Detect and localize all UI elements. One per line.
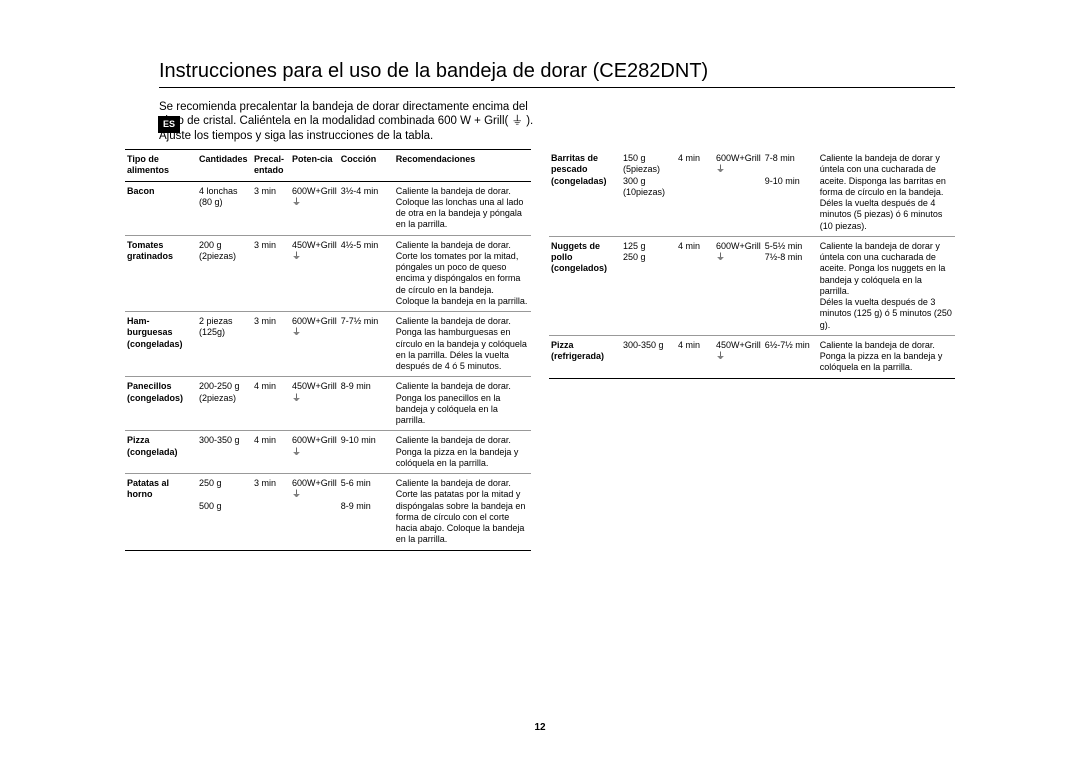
- cell-pow: 600W+Grill⏚: [290, 474, 339, 551]
- table-row: Pizza (refrigerada)300-350 g4 min450W+Gr…: [549, 335, 955, 378]
- language-tag: ES: [158, 116, 180, 133]
- cell-qty: 300-350 g: [621, 335, 676, 378]
- cell-food: Patatas al horno: [125, 474, 197, 551]
- cell-food: Panecillos (congelados): [125, 377, 197, 431]
- cell-food: Ham-burguesas (congeladas): [125, 312, 197, 377]
- cell-rec: Caliente la bandeja de dorar. Ponga las …: [394, 312, 531, 377]
- cell-pow: 600W+Grill⏚: [714, 149, 763, 236]
- cell-food: Nuggets de pollo (congelados): [549, 236, 621, 335]
- col-header-pre: Precal-entado: [252, 150, 290, 182]
- table-row: Tomates gratinados200 g (2piezas)3 min45…: [125, 235, 531, 312]
- cell-qty: 200 g (2piezas): [197, 235, 252, 312]
- cell-qty: 4 lonchas (80 g): [197, 181, 252, 235]
- instructions-table-right: Barritas de pescado (congeladas)150 g (5…: [549, 149, 955, 379]
- cell-pre: 4 min: [676, 149, 714, 236]
- cell-qty: 150 g (5piezas)300 g (10piezas): [621, 149, 676, 236]
- table-row: Panecillos (congelados)200-250 g (2pieza…: [125, 377, 531, 431]
- cell-cook: 5-6 min8-9 min: [339, 474, 394, 551]
- cell-qty: 250 g500 g: [197, 474, 252, 551]
- table-row: Bacon4 lonchas (80 g)3 min600W+Grill⏚3½-…: [125, 181, 531, 235]
- cell-rec: Caliente la bandeja de dorar. Corte los …: [394, 235, 531, 312]
- cell-cook: 5-5½ min7½-8 min: [763, 236, 818, 335]
- page-title: Instrucciones para el uso de la bandeja …: [159, 60, 955, 88]
- col-header-cook: Cocción: [339, 150, 394, 182]
- cell-food: Barritas de pescado (congeladas): [549, 149, 621, 236]
- table-row: Patatas al horno250 g500 g3 min600W+Gril…: [125, 474, 531, 551]
- cell-pre: 3 min: [252, 235, 290, 312]
- intro-text: Se recomienda precalentar la bandeja de …: [159, 100, 541, 143]
- cell-pow: 600W+Grill⏚: [290, 431, 339, 474]
- cell-pre: 4 min: [676, 335, 714, 378]
- cell-cook: 9-10 min: [339, 431, 394, 474]
- col-header-food: Tipo de alimentos: [125, 150, 197, 182]
- table-row: Barritas de pescado (congeladas)150 g (5…: [549, 149, 955, 236]
- cell-pow: 450W+Grill⏚: [714, 335, 763, 378]
- cell-cook: 8-9 min: [339, 377, 394, 431]
- cell-cook: 7-8 min9-10 min: [763, 149, 818, 236]
- cell-rec: Caliente la bandeja de dorar. Ponga los …: [394, 377, 531, 431]
- cell-pow: 450W+Grill⏚: [290, 377, 339, 431]
- cell-pre: 4 min: [676, 236, 714, 335]
- cell-pow: 600W+Grill⏚: [290, 312, 339, 377]
- cell-cook: 7-7½ min: [339, 312, 394, 377]
- cell-cook: 6½-7½ min: [763, 335, 818, 378]
- cell-food: Tomates gratinados: [125, 235, 197, 312]
- instructions-table-left: Tipo de alimentos Cantidades Precal-enta…: [125, 149, 531, 551]
- cell-cook: 4½-5 min: [339, 235, 394, 312]
- cell-qty: 200-250 g (2piezas): [197, 377, 252, 431]
- cell-rec: Caliente la bandeja de dorar. Ponga la p…: [394, 431, 531, 474]
- cell-pow: 450W+Grill⏚: [290, 235, 339, 312]
- cell-qty: 125 g250 g: [621, 236, 676, 335]
- cell-pre: 3 min: [252, 474, 290, 551]
- cell-qty: 2 piezas (125g): [197, 312, 252, 377]
- table-row: Pizza (congelada)300-350 g4 min600W+Gril…: [125, 431, 531, 474]
- cell-pow: 600W+Grill⏚: [290, 181, 339, 235]
- table-row: Ham-burguesas (congeladas)2 piezas (125g…: [125, 312, 531, 377]
- table-row: Nuggets de pollo (congelados)125 g250 g4…: [549, 236, 955, 335]
- cell-qty: 300-350 g: [197, 431, 252, 474]
- cell-rec: Caliente la bandeja de dorar. Coloque la…: [394, 181, 531, 235]
- cell-food: Pizza (congelada): [125, 431, 197, 474]
- cell-rec: Caliente la bandeja de dorar y úntela co…: [818, 236, 955, 335]
- col-header-qty: Cantidades: [197, 150, 252, 182]
- cell-food: Bacon: [125, 181, 197, 235]
- cell-pre: 4 min: [252, 431, 290, 474]
- cell-food: Pizza (refrigerada): [549, 335, 621, 378]
- cell-pow: 600W+Grill⏚: [714, 236, 763, 335]
- cell-pre: 3 min: [252, 181, 290, 235]
- cell-pre: 4 min: [252, 377, 290, 431]
- col-header-pow: Poten-cia: [290, 150, 339, 182]
- page-number: 12: [0, 722, 1080, 733]
- cell-cook: 3½-4 min: [339, 181, 394, 235]
- cell-rec: Caliente la bandeja de dorar y úntela co…: [818, 149, 955, 236]
- cell-rec: Caliente la bandeja de dorar. Ponga la p…: [818, 335, 955, 378]
- col-header-rec: Recomendaciones: [394, 150, 531, 182]
- cell-pre: 3 min: [252, 312, 290, 377]
- cell-rec: Caliente la bandeja de dorar. Corte las …: [394, 474, 531, 551]
